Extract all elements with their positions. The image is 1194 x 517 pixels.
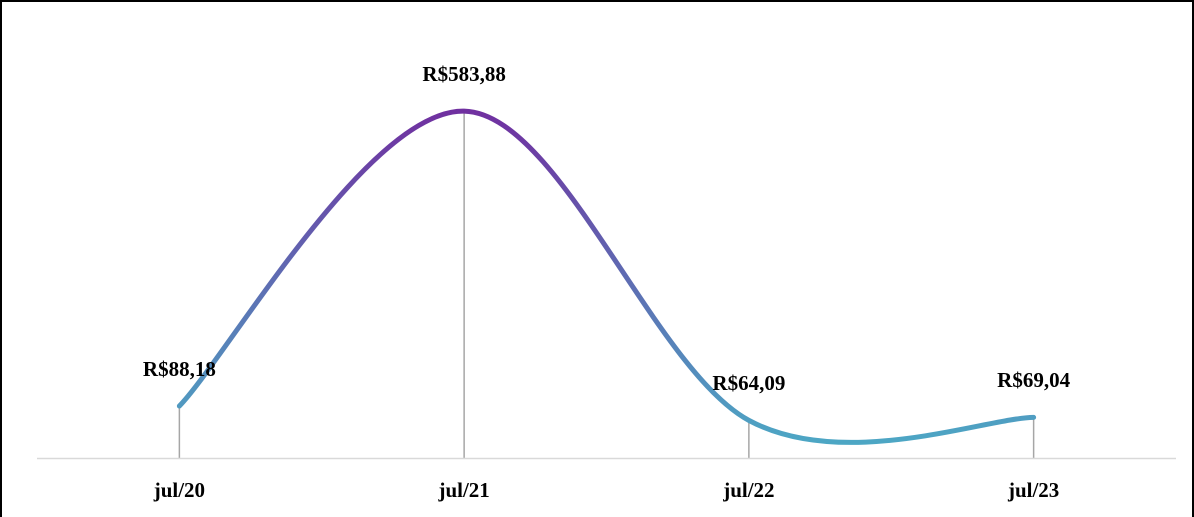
x-tick-label: jul/21 bbox=[437, 478, 489, 502]
x-tick-label: jul/22 bbox=[722, 478, 774, 502]
line bbox=[176, 108, 1037, 445]
data-label: R$69,04 bbox=[997, 368, 1070, 392]
x-tick-label: jul/23 bbox=[1007, 478, 1059, 502]
x-tick-label: jul/20 bbox=[153, 478, 205, 502]
data-label: R$583,88 bbox=[422, 62, 505, 86]
data-label: R$64,09 bbox=[712, 371, 785, 395]
data-label: R$88,18 bbox=[143, 357, 216, 381]
